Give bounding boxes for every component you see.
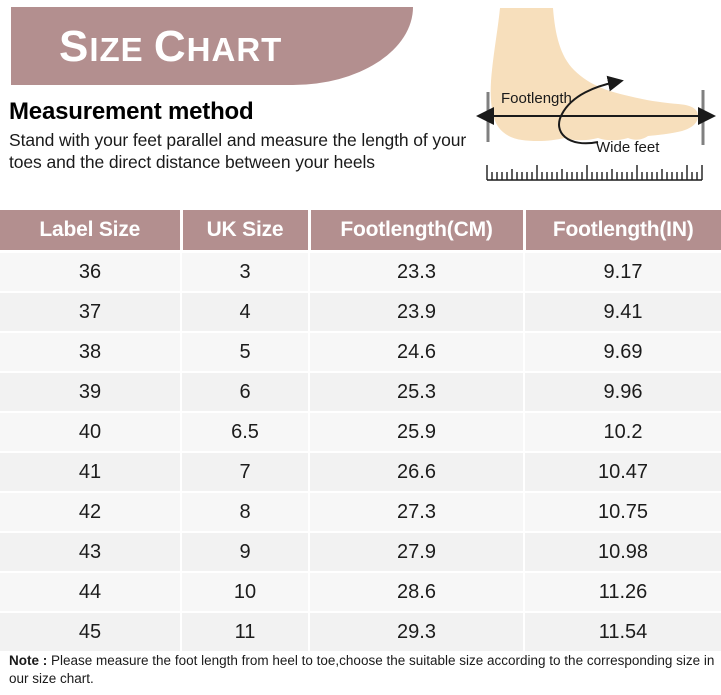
cell-footlength-in: 11.54 [524, 612, 721, 653]
banner-title: SIZE CHART [59, 22, 283, 71]
note-label: Note : [9, 653, 48, 668]
footlength-label: Footlength [501, 90, 572, 107]
cell-uk-size: 8 [181, 492, 310, 533]
cell-footlength-cm: 28.6 [309, 572, 525, 613]
cell-label-size: 44 [0, 572, 182, 613]
column-header-footlength-in: Footlength(IN) [524, 210, 721, 253]
cell-uk-size: 5 [181, 332, 310, 373]
measurement-method-heading: Measurement method [9, 98, 254, 125]
table-row: 44 10 28.6 11.26 [0, 572, 721, 613]
cell-label-size: 41 [0, 452, 182, 493]
table-row: 37 4 23.9 9.41 [0, 292, 721, 333]
cell-label-size: 43 [0, 532, 182, 573]
ruler-icon [486, 165, 703, 181]
table-row: 45 11 29.3 11.54 [0, 612, 721, 653]
table-row: 36 3 23.3 9.17 [0, 251, 721, 293]
cell-uk-size: 6 [181, 372, 310, 413]
cell-footlength-in: 10.47 [524, 452, 721, 493]
table-header-row: Label Size UK Size Footlength(CM) Footle… [0, 210, 721, 253]
cell-label-size: 42 [0, 492, 182, 533]
cell-uk-size: 6.5 [181, 412, 310, 453]
column-header-label-size: Label Size [0, 210, 183, 253]
cell-uk-size: 11 [181, 612, 310, 653]
cell-footlength-cm: 23.9 [309, 292, 525, 333]
cell-uk-size: 4 [181, 292, 310, 333]
cell-footlength-cm: 26.6 [309, 452, 525, 493]
table-row: 38 5 24.6 9.69 [0, 332, 721, 373]
table-row: 43 9 27.9 10.98 [0, 532, 721, 573]
cell-label-size: 38 [0, 332, 182, 373]
cell-uk-size: 10 [181, 572, 310, 613]
table-row: 39 6 25.3 9.96 [0, 372, 721, 413]
cell-label-size: 40 [0, 412, 182, 453]
cell-footlength-in: 10.2 [524, 412, 721, 453]
cell-footlength-cm: 23.3 [309, 251, 525, 293]
cell-uk-size: 9 [181, 532, 310, 573]
measurement-method-description: Stand with your feet parallel and measur… [9, 130, 467, 172]
cell-footlength-cm: 24.6 [309, 332, 525, 373]
cell-footlength-in: 9.41 [524, 292, 721, 333]
cell-footlength-in: 10.98 [524, 532, 721, 573]
cell-footlength-cm: 25.3 [309, 372, 525, 413]
size-chart-table-body: 36 3 23.3 9.17 37 4 23.9 9.41 38 5 24.6 9.69 39 6 25.3… [0, 251, 721, 653]
wide-feet-arrow [558, 75, 624, 145]
cell-footlength-in: 9.96 [524, 372, 721, 413]
size-chart-note: Note : Please measure the foot length fr… [9, 652, 715, 688]
cell-footlength-cm: 27.9 [309, 532, 525, 573]
column-header-footlength-cm: Footlength(CM) [309, 210, 526, 253]
size-chart-banner: SIZE CHART [11, 7, 413, 85]
cell-label-size: 36 [0, 251, 182, 293]
cell-footlength-cm: 29.3 [309, 612, 525, 653]
foot-silhouette [490, 8, 698, 142]
note-text: Please measure the foot length from heel… [9, 653, 715, 686]
size-chart-table: Label Size UK Size Footlength(CM) Footle… [0, 210, 721, 653]
column-header-uk-size: UK Size [181, 210, 311, 253]
cell-footlength-in: 11.26 [524, 572, 721, 613]
table-row: 42 8 27.3 10.75 [0, 492, 721, 533]
cell-uk-size: 3 [181, 251, 310, 293]
cell-label-size: 39 [0, 372, 182, 413]
cell-label-size: 37 [0, 292, 182, 333]
foot-measurement-diagram: Footlength Wide feet [470, 0, 721, 200]
cell-uk-size: 7 [181, 452, 310, 493]
table-row: 41 7 26.6 10.47 [0, 452, 721, 493]
cell-label-size: 45 [0, 612, 182, 653]
cell-footlength-cm: 25.9 [309, 412, 525, 453]
cell-footlength-cm: 27.3 [309, 492, 525, 533]
cell-footlength-in: 9.69 [524, 332, 721, 373]
cell-footlength-in: 9.17 [524, 251, 721, 293]
cell-footlength-in: 10.75 [524, 492, 721, 533]
table-row: 40 6.5 25.9 10.2 [0, 412, 721, 453]
wide-feet-label: Wide feet [596, 139, 660, 156]
